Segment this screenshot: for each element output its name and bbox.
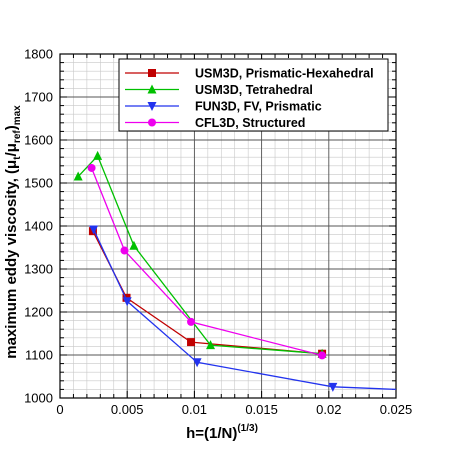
data-point [89, 225, 99, 235]
y-axis-title: maximum eddy viscosity, (μt/μref)max [3, 105, 23, 359]
series-line [93, 229, 397, 391]
legend-item: CFL3D, Structured [125, 116, 305, 130]
data-point [120, 246, 129, 255]
y-tick-label: 1700 [24, 90, 53, 105]
data-point [73, 171, 83, 181]
data-point [187, 317, 196, 326]
y-tick-labels: 1000 1100 1200 1300 1400 1500 1600 1700 1800 [24, 47, 53, 406]
legend-label: USM3D, Tetrahedral [195, 83, 313, 97]
y-tick-label: 1500 [24, 176, 53, 191]
legend-item: USM3D, Prismatic-Hexahedral [125, 67, 374, 81]
y-tick-label: 1800 [24, 47, 53, 62]
x-tick-label: 0.02 [316, 402, 341, 417]
y-tick-label: 1600 [24, 133, 53, 148]
y-tick-label: 1100 [25, 348, 53, 363]
data-point [93, 150, 103, 160]
y-tick-label: 1400 [24, 219, 53, 234]
legend-items: USM3D, Prismatic-Hexahedral USM3D, Tetrah… [125, 67, 374, 130]
y-axis-title-end: ) [3, 125, 20, 130]
legend-label: USM3D, Prismatic-Hexahedral [195, 67, 374, 81]
data-point [87, 163, 96, 172]
series-3 [89, 225, 397, 392]
series-group [73, 150, 397, 392]
x-tick-labels: 0 0.005 0.01 0.015 0.02 0.025 [56, 402, 412, 417]
legend-swatch-marker [147, 84, 157, 94]
data-point [318, 351, 327, 360]
legend-item: FUN3D, FV, Prismatic [125, 100, 322, 114]
data-point [187, 338, 196, 347]
series-line [90, 167, 323, 357]
x-tick-label: 0.01 [182, 402, 207, 417]
data-point [122, 297, 132, 307]
y-axis-title-sub-ref: ref [12, 130, 23, 143]
series-4 [87, 163, 327, 360]
axis-ticks [59, 53, 397, 399]
legend: USM3D, Prismatic-Hexahedral USM3D, Tetrah… [118, 58, 389, 132]
x-tick-label: 0.025 [380, 402, 413, 417]
x-axis-title: h=(1/N)(1/3) [186, 423, 258, 442]
y-axis-title-main: maximum eddy viscosity, (μ [3, 160, 20, 359]
legend-label: FUN3D, FV, Prismatic [195, 100, 322, 114]
x-tick-label: 0 [56, 402, 63, 417]
legend-label: CFL3D, Structured [195, 116, 305, 130]
y-tick-label: 1200 [24, 305, 53, 320]
y-tick-label: 1300 [24, 262, 53, 277]
x-axis-title-superscript: (1/3) [237, 423, 258, 434]
data-point [206, 340, 216, 350]
x-tick-label: 0.005 [111, 402, 144, 417]
legend-swatch-marker [148, 118, 156, 127]
data-point [328, 382, 338, 392]
data-point [129, 240, 139, 250]
y-tick-label: 1000 [24, 391, 53, 406]
y-axis-title-mid: /μ [3, 143, 20, 156]
y-axis-title-sub-max: max [12, 105, 23, 125]
y-axis-title-sub-t: t [12, 156, 23, 160]
x-axis-title-main: h=(1/N) [186, 425, 237, 442]
x-tick-label: 0.015 [245, 402, 278, 417]
legend-item: USM3D, Tetrahedral [125, 83, 313, 97]
legend-box [118, 58, 389, 132]
legend-swatch-marker [147, 102, 157, 111]
data-point [192, 358, 202, 368]
legend-swatch-marker [148, 69, 156, 77]
